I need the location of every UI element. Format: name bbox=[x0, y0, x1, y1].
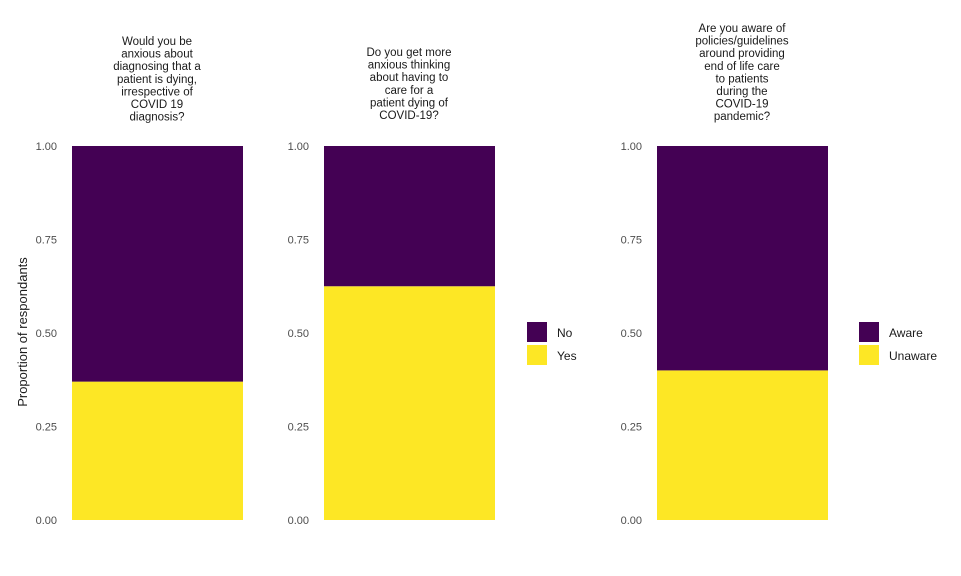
y-tick-label: 1.00 bbox=[288, 141, 309, 153]
y-tick-label: 0.25 bbox=[36, 422, 57, 434]
y-axis-label: Proportion of respondants bbox=[15, 257, 30, 407]
panel-title-line: during the bbox=[716, 86, 767, 98]
panel-title-line: patient is dying, bbox=[117, 74, 197, 86]
panel-title-line: irrespective of bbox=[121, 86, 193, 98]
legend-label: Aware bbox=[889, 326, 923, 340]
chart-panel-1: Would you be anxious about diagnosing that… bbox=[36, 36, 243, 527]
panel-title-line: anxious about bbox=[121, 49, 193, 61]
panel-title-line: end of life care bbox=[704, 61, 779, 73]
panel-title-line: anxious thinking bbox=[368, 60, 450, 72]
panel-title-line: diagnosis? bbox=[130, 112, 185, 124]
y-tick-label: 0.00 bbox=[288, 515, 309, 527]
panel-title-line: around providing bbox=[699, 48, 785, 60]
panel-title: Are you aware of policies/guidelines aroun… bbox=[695, 23, 789, 123]
legend-label: Unaware bbox=[889, 349, 937, 363]
panel-title-line: Do you get more bbox=[366, 47, 451, 59]
legend-key bbox=[527, 345, 547, 365]
y-tick-label: 0.75 bbox=[36, 235, 57, 247]
panel-title-line: patient dying of bbox=[370, 97, 449, 109]
legend-label: No bbox=[557, 326, 573, 340]
bar-segment-unaware bbox=[657, 370, 828, 520]
legend: Aware Unaware bbox=[859, 322, 937, 365]
legend-key bbox=[859, 322, 879, 342]
y-tick-label: 0.75 bbox=[621, 235, 642, 247]
legend-key bbox=[527, 322, 547, 342]
panel-title-line: about having to bbox=[370, 72, 449, 84]
y-tick-label: 0.50 bbox=[36, 328, 57, 340]
panel-title: Would you be anxious about diagnosing that… bbox=[113, 36, 201, 124]
panel-title-line: diagnosing that a bbox=[113, 61, 201, 73]
y-tick-label: 1.00 bbox=[36, 141, 57, 153]
y-tick-label: 0.75 bbox=[288, 235, 309, 247]
bar-segment-no bbox=[72, 146, 243, 382]
panel-title-line: care for a bbox=[385, 85, 434, 97]
y-tick-label: 0.50 bbox=[288, 328, 309, 340]
panel-title-line: policies/guidelines bbox=[695, 36, 789, 48]
legend-key bbox=[859, 345, 879, 365]
y-tick-label: 0.00 bbox=[36, 515, 57, 527]
legend-label: Yes bbox=[557, 349, 577, 363]
y-tick-label: 0.25 bbox=[288, 422, 309, 434]
panel-title-line: COVID 19 bbox=[131, 99, 183, 111]
panel-title-line: Are you aware of bbox=[699, 23, 787, 35]
panel-title-line: to patients bbox=[715, 73, 768, 85]
bar-segment-aware bbox=[657, 146, 828, 371]
bar-segment-no bbox=[324, 146, 495, 287]
legend: No Yes bbox=[527, 322, 577, 365]
panel-title-line: pandemic? bbox=[714, 111, 770, 123]
panel-title-line: Would you be bbox=[122, 36, 192, 48]
chart-panel-2: Do you get more anxious thinking about hav… bbox=[288, 47, 577, 527]
y-tick-label: 1.00 bbox=[621, 141, 642, 153]
bar-segment-yes bbox=[72, 381, 243, 520]
panel-title: Do you get more anxious thinking about hav… bbox=[366, 47, 451, 122]
bar-segment-yes bbox=[324, 286, 495, 520]
y-tick-label: 0.00 bbox=[621, 515, 642, 527]
y-tick-label: 0.25 bbox=[621, 422, 642, 434]
y-tick-label: 0.50 bbox=[621, 328, 642, 340]
panel-title-line: COVID-19 bbox=[715, 99, 768, 111]
panel-title-line: COVID-19? bbox=[379, 110, 438, 122]
chart-panel-3: Are you aware of policies/guidelines aroun… bbox=[621, 23, 938, 527]
